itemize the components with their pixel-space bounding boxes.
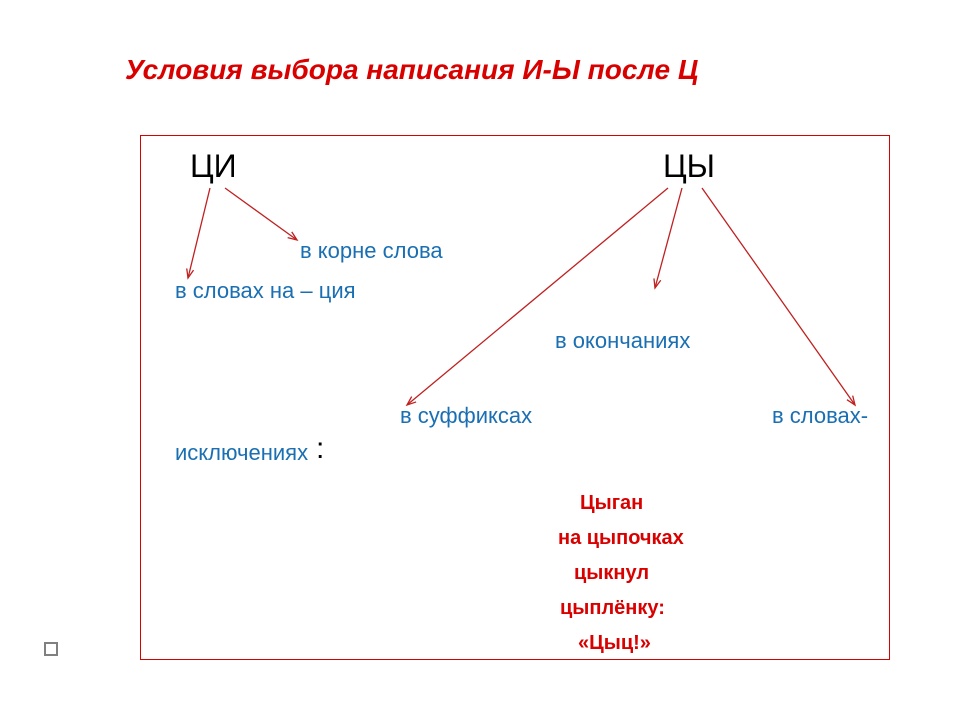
node-suffix: в суффиксах <box>400 403 532 429</box>
exception-line-2: цыкнул <box>574 562 649 585</box>
node-endings: в окончаниях <box>555 328 690 354</box>
exception-line-0: Цыган <box>580 492 643 515</box>
node-colon: : <box>316 432 324 466</box>
node-root: в корне слова <box>300 238 443 264</box>
exception-line-1: на цыпочках <box>558 527 684 550</box>
content-box <box>140 135 890 660</box>
node-except-b: исключениях <box>175 440 308 466</box>
bullet-outline-icon <box>44 642 58 656</box>
slide: Условия выбора написания И-Ы после Ц ЦИ … <box>0 0 960 720</box>
header-ci: ЦИ <box>190 148 237 185</box>
header-cy: ЦЫ <box>663 148 715 185</box>
exception-line-3: цыплёнку: <box>560 597 665 620</box>
slide-title: Условия выбора написания И-Ы после Ц <box>125 54 698 86</box>
node-except-a: в словах- <box>772 403 868 429</box>
node-ciya: в словах на – ция <box>175 278 356 304</box>
exception-line-4: «Цыц!» <box>578 632 651 655</box>
